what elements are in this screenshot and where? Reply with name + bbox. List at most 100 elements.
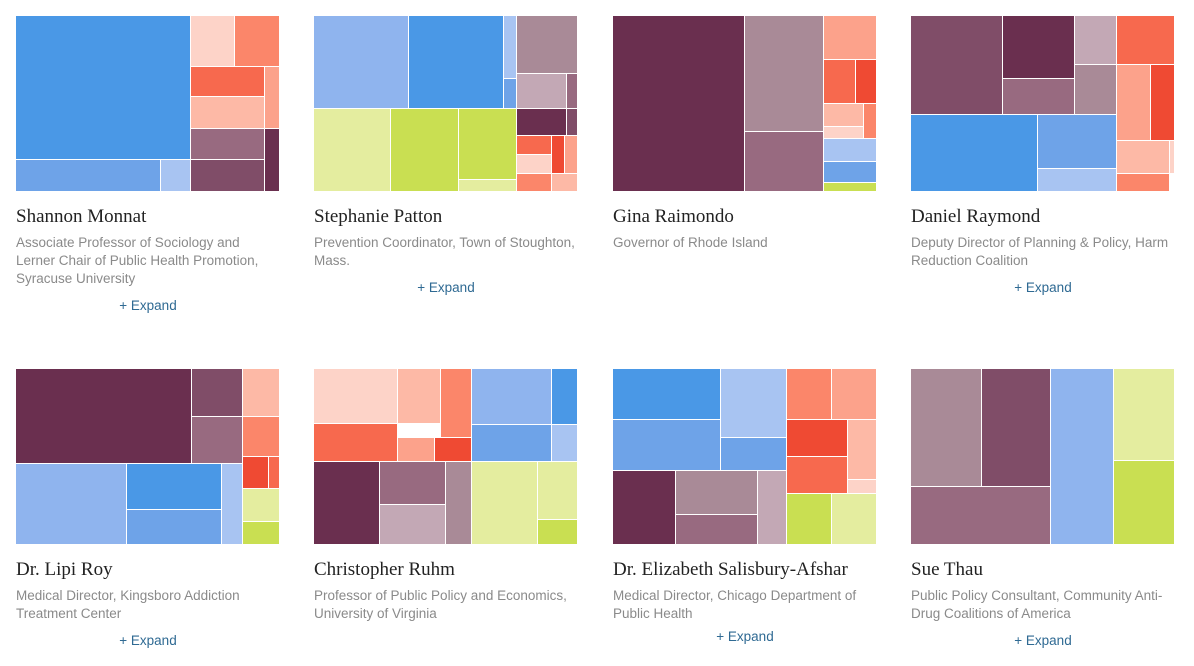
treemap-cell[interactable] bbox=[243, 457, 269, 489]
treemap-chart[interactable] bbox=[16, 16, 280, 192]
treemap-cell[interactable] bbox=[127, 510, 222, 545]
treemap-cell[interactable] bbox=[864, 104, 877, 139]
treemap-cell[interactable] bbox=[314, 462, 380, 545]
treemap-cell[interactable] bbox=[911, 487, 1051, 545]
treemap-cell[interactable] bbox=[314, 16, 409, 109]
treemap-cell[interactable] bbox=[1151, 65, 1175, 141]
treemap-cell[interactable] bbox=[1114, 461, 1175, 545]
treemap-cell[interactable] bbox=[1038, 169, 1117, 192]
treemap-cell[interactable] bbox=[1117, 174, 1170, 192]
treemap-cell[interactable] bbox=[832, 369, 877, 420]
treemap-cell[interactable] bbox=[552, 369, 578, 425]
treemap-cell[interactable] bbox=[504, 79, 517, 109]
treemap-cell[interactable] bbox=[472, 462, 538, 545]
expand-link[interactable]: + Expand bbox=[1014, 280, 1072, 295]
treemap-cell[interactable] bbox=[191, 67, 265, 97]
treemap-cell[interactable] bbox=[982, 369, 1051, 487]
treemap-cell[interactable] bbox=[398, 438, 435, 462]
treemap-cell[interactable] bbox=[446, 462, 472, 545]
treemap-cell[interactable] bbox=[16, 16, 191, 160]
treemap-cell[interactable] bbox=[538, 462, 578, 520]
treemap-cell[interactable] bbox=[758, 471, 787, 545]
treemap-cell[interactable] bbox=[269, 457, 280, 489]
treemap-cell[interactable] bbox=[127, 464, 222, 510]
treemap-cell[interactable] bbox=[191, 16, 235, 67]
treemap-cell[interactable] bbox=[441, 369, 472, 438]
treemap-cell[interactable] bbox=[721, 369, 787, 438]
treemap-cell[interactable] bbox=[16, 160, 161, 192]
treemap-cell[interactable] bbox=[1075, 65, 1117, 115]
treemap-cell[interactable] bbox=[191, 160, 265, 192]
treemap-cell[interactable] bbox=[552, 174, 578, 192]
treemap-cell[interactable] bbox=[472, 369, 552, 425]
treemap-cell[interactable] bbox=[856, 60, 877, 104]
treemap-cell[interactable] bbox=[824, 16, 877, 60]
treemap-cell[interactable] bbox=[191, 129, 265, 160]
treemap-cell[interactable] bbox=[517, 109, 567, 136]
treemap-cell[interactable] bbox=[1051, 369, 1114, 545]
treemap-cell[interactable] bbox=[161, 160, 191, 192]
treemap-cell[interactable] bbox=[787, 457, 848, 494]
treemap-chart[interactable] bbox=[911, 16, 1175, 192]
treemap-cell[interactable] bbox=[314, 424, 398, 462]
treemap-cell[interactable] bbox=[824, 183, 877, 192]
treemap-chart[interactable] bbox=[314, 369, 578, 545]
treemap-cell[interactable] bbox=[243, 522, 280, 545]
treemap-cell[interactable] bbox=[504, 16, 517, 79]
treemap-cell[interactable] bbox=[243, 417, 280, 457]
treemap-cell[interactable] bbox=[911, 16, 1003, 115]
treemap-chart[interactable] bbox=[314, 16, 578, 192]
treemap-cell[interactable] bbox=[1114, 369, 1175, 461]
treemap-cell[interactable] bbox=[1117, 16, 1175, 65]
treemap-chart[interactable] bbox=[613, 369, 877, 545]
treemap-cell[interactable] bbox=[222, 464, 243, 545]
treemap-cell[interactable] bbox=[538, 520, 578, 545]
treemap-cell[interactable] bbox=[265, 129, 280, 192]
treemap-cell[interactable] bbox=[552, 136, 565, 174]
treemap-cell[interactable] bbox=[824, 104, 864, 127]
treemap-cell[interactable] bbox=[398, 369, 441, 424]
treemap-cell[interactable] bbox=[848, 480, 877, 494]
treemap-cell[interactable] bbox=[1003, 16, 1075, 79]
treemap-cell[interactable] bbox=[472, 425, 552, 462]
treemap-cell[interactable] bbox=[1117, 65, 1151, 141]
treemap-cell[interactable] bbox=[314, 109, 391, 192]
treemap-cell[interactable] bbox=[459, 180, 517, 192]
treemap-chart[interactable] bbox=[613, 16, 877, 192]
treemap-cell[interactable] bbox=[409, 16, 504, 109]
expand-link[interactable]: + Expand bbox=[1014, 633, 1072, 648]
treemap-cell[interactable] bbox=[517, 74, 567, 109]
treemap-cell[interactable] bbox=[824, 139, 877, 162]
treemap-cell[interactable] bbox=[676, 471, 758, 515]
treemap-cell[interactable] bbox=[567, 74, 578, 109]
treemap-cell[interactable] bbox=[676, 515, 758, 545]
treemap-cell[interactable] bbox=[265, 67, 280, 129]
treemap-cell[interactable] bbox=[1170, 141, 1175, 174]
treemap-cell[interactable] bbox=[745, 16, 824, 132]
treemap-cell[interactable] bbox=[435, 438, 472, 462]
treemap-cell[interactable] bbox=[721, 438, 787, 471]
treemap-cell[interactable] bbox=[824, 60, 856, 104]
treemap-cell[interactable] bbox=[391, 109, 459, 192]
treemap-cell[interactable] bbox=[565, 136, 578, 174]
expand-link[interactable]: + Expand bbox=[716, 629, 774, 644]
treemap-cell[interactable] bbox=[911, 369, 982, 487]
treemap-cell[interactable] bbox=[1075, 16, 1117, 65]
treemap-cell[interactable] bbox=[1038, 115, 1117, 169]
treemap-cell[interactable] bbox=[380, 505, 446, 545]
treemap-cell[interactable] bbox=[16, 369, 192, 464]
treemap-chart[interactable] bbox=[16, 369, 280, 545]
treemap-chart[interactable] bbox=[911, 369, 1175, 545]
treemap-cell[interactable] bbox=[380, 462, 446, 505]
treemap-cell[interactable] bbox=[613, 16, 745, 192]
treemap-cell[interactable] bbox=[552, 425, 578, 462]
treemap-cell[interactable] bbox=[848, 420, 877, 480]
treemap-cell[interactable] bbox=[192, 369, 243, 417]
treemap-cell[interactable] bbox=[192, 417, 243, 464]
treemap-cell[interactable] bbox=[787, 494, 832, 545]
treemap-cell[interactable] bbox=[243, 369, 280, 417]
expand-link[interactable]: + Expand bbox=[119, 298, 177, 313]
treemap-cell[interactable] bbox=[824, 127, 864, 139]
treemap-cell[interactable] bbox=[613, 369, 721, 420]
treemap-cell[interactable] bbox=[832, 494, 877, 545]
